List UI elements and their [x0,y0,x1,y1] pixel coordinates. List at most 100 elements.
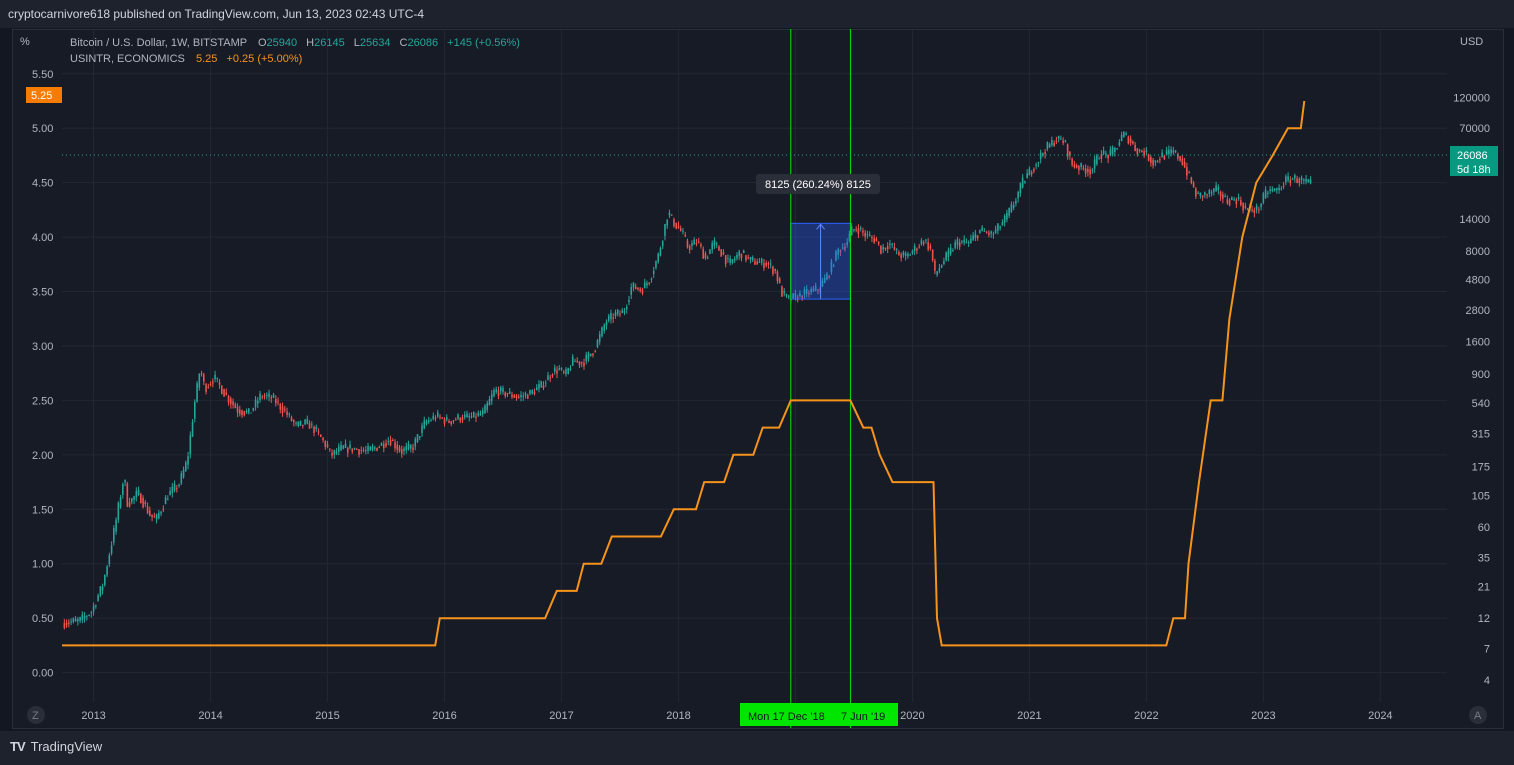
btc-candle [1273,188,1276,191]
btc-candle [104,575,106,585]
btc-candle [601,327,603,337]
btc-candle [261,396,264,398]
y-right-tick-label: 4 [1484,675,1490,687]
chart-canvas[interactable]: 0.00 0.50 1.00 1.50 2.00 2.50 3.00 3.50 4.00 4.50… [0,0,1514,731]
btc-candle [463,414,466,418]
btc-candle [769,263,772,265]
btc-candle [126,483,129,507]
btc-candle [760,258,763,263]
btc-candle [567,368,570,374]
btc-candle [137,489,140,495]
btc-candle [342,445,345,449]
tradingview-logo[interactable]: TV TradingView [10,739,102,754]
btc-candle [149,510,151,516]
btc-candle [1154,160,1157,163]
btc-candle [814,285,817,291]
btc-candle [1192,182,1195,187]
btc-candle [144,502,147,504]
btc-candle [715,243,718,245]
btc-candle [1012,205,1015,208]
btc-candle [763,262,765,268]
btc-candle [1262,193,1265,203]
btc-candle [686,240,689,248]
btc-candle [659,248,662,256]
y-right-tick-label: 4800 [1466,275,1490,287]
y-right-tick-label: 14000 [1459,214,1490,226]
btc-candle [538,383,540,389]
btc-candle [92,605,95,612]
btc-candle [448,420,450,423]
btc-candle [983,230,986,232]
z-button[interactable]: Z [32,710,39,722]
btc-candle [194,401,196,419]
btc-candle [1197,192,1199,195]
btc-candle [1201,195,1204,198]
btc-candle [351,448,354,452]
btc-candle [212,381,214,384]
btc-candle [632,282,635,288]
y-left-tick-label: 2.50 [32,395,53,407]
btc-candle [542,385,545,388]
btc-candle [803,289,806,295]
y-right-tick-label: 900 [1472,369,1490,381]
btc-candle [781,286,783,297]
btc-candle [387,441,390,443]
btc-candle [742,250,745,254]
btc-candle [452,420,455,422]
btc-candle [1053,142,1055,146]
btc-candle [1168,149,1170,155]
btc-candle [274,399,277,404]
btc-candle [1224,196,1226,198]
a-button[interactable]: A [1474,710,1482,722]
a-button-bg[interactable] [1469,706,1487,724]
btc-candle [349,444,351,449]
btc-candle [445,417,448,420]
btc-candle [907,253,909,257]
btc-candle [722,252,725,255]
btc-candle [162,508,165,510]
btc-candle [1177,154,1179,159]
btc-candle [1093,159,1096,169]
btc-candle [1246,208,1249,210]
btc-candle [533,391,536,395]
btc-candle [691,243,693,247]
btc-candle [1208,190,1211,194]
btc-candle [124,479,126,483]
btc-candle [727,258,729,260]
btc-candle [362,450,365,452]
btc-candle [1015,200,1017,204]
btc-candle [306,418,309,424]
btc-candle [443,418,446,424]
btc-candle [1116,148,1118,150]
btc-candle [751,257,754,261]
y-left-tick-label: 5.50 [32,69,53,81]
btc-candle [367,446,369,452]
btc-candle [700,244,702,247]
z-button-bg[interactable] [27,706,45,724]
publisher-text: cryptocarnivore618 published on TradingV… [8,7,425,21]
btc-candle [992,233,995,235]
right-unit-label: USD [1460,36,1483,48]
footer [0,731,1514,765]
x-tick-label: 2014 [198,710,222,722]
btc-candle [844,246,846,250]
btc-candle [580,362,583,364]
btc-candle [122,484,124,495]
btc-candle [783,291,785,294]
btc-candle [243,411,246,416]
btc-candle [565,369,567,375]
btc-candle [841,247,844,249]
btc-candle [1019,183,1022,193]
btc-candle [828,276,830,278]
btc-candle [382,444,385,449]
btc-candle [1276,188,1278,191]
chart-frame[interactable] [12,29,1504,729]
btc-candle [317,431,320,433]
btc-candle [1082,167,1085,169]
btc-candle [225,392,228,395]
btc-candle [902,252,905,256]
btc-candle [1287,176,1289,181]
btc-candle [1055,140,1058,142]
btc-candle [848,233,851,241]
btc-candle [171,486,174,493]
